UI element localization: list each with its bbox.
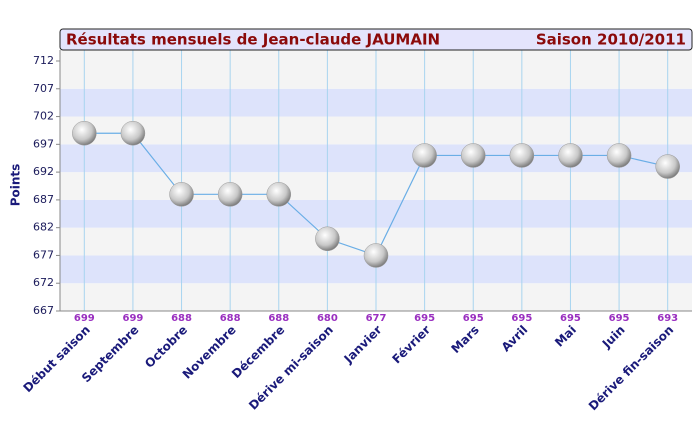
marker [363, 243, 389, 268]
marker [412, 143, 437, 168]
value-label: 695 [414, 313, 435, 324]
chart-title: Résultats mensuels de Jean-claude JAUMAI… [66, 31, 440, 49]
y-tick-label: 682 [33, 221, 54, 234]
marker [217, 182, 243, 207]
y-tick-label: 667 [33, 304, 54, 317]
marker [72, 120, 97, 146]
marker [120, 120, 146, 146]
value-label: 688 [171, 313, 192, 324]
y-tick-label: 672 [33, 276, 54, 289]
marker [315, 226, 340, 252]
y-tick-label: 707 [33, 82, 54, 95]
value-label: 695 [560, 313, 581, 324]
value-label: 695 [609, 313, 630, 324]
value-label: 677 [366, 313, 387, 324]
value-label: 680 [317, 313, 338, 324]
y-tick-label: 712 [33, 54, 54, 67]
value-label: 699 [122, 313, 143, 324]
value-label: 699 [74, 313, 95, 324]
chart-subtitle: Saison 2010/2011 [536, 31, 686, 49]
y-tick-label: 697 [33, 137, 54, 150]
marker [509, 143, 535, 168]
value-label: 695 [511, 313, 532, 324]
y-tick-label: 702 [33, 110, 54, 123]
value-label: 688 [268, 313, 289, 324]
value-label: 695 [463, 313, 484, 324]
value-label: 693 [657, 313, 678, 324]
y-tick-label: 677 [33, 248, 54, 261]
value-label: 688 [220, 313, 241, 324]
y-tick-label: 687 [33, 193, 54, 206]
marker [558, 143, 583, 168]
title-box [59, 28, 693, 51]
marker [460, 143, 486, 168]
marker [655, 154, 680, 179]
y-tick-label: 692 [33, 165, 54, 178]
marker [266, 182, 292, 207]
y-axis-label: Points [9, 164, 23, 207]
marker [169, 182, 194, 207]
marker [606, 143, 632, 168]
